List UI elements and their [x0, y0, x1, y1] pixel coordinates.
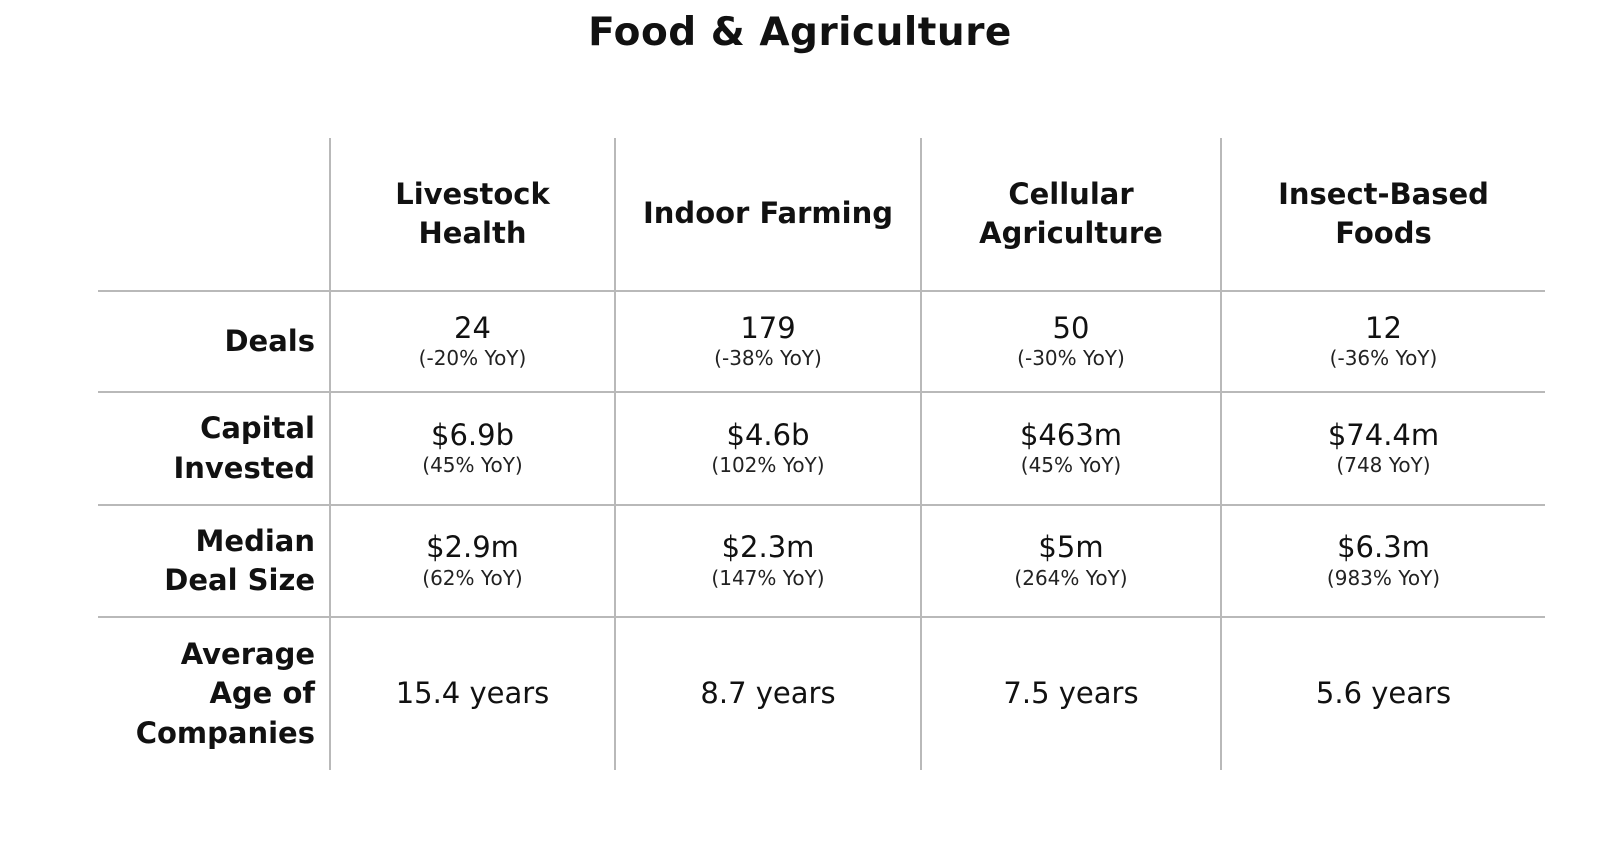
- cell-yoy: (748 YoY): [1336, 453, 1431, 478]
- cell-value: 24: [454, 310, 491, 345]
- cell-yoy: (45% YoY): [1020, 453, 1122, 478]
- cell-yoy: (-36% YoY): [1329, 346, 1438, 371]
- cell-value: 12: [1365, 310, 1402, 345]
- cell-value: $2.3m: [721, 530, 815, 565]
- cell-value: $4.6b: [726, 417, 810, 452]
- cell-value: $6.3m: [1337, 530, 1430, 565]
- row-header-deals: Deals: [98, 290, 329, 391]
- table-cell: $6.3m (983% YoY): [1220, 504, 1545, 616]
- table-cell: 15.4 years: [329, 616, 614, 770]
- cell-value: 7.5 years: [1003, 676, 1139, 711]
- table-cell: 5.6 years: [1220, 616, 1545, 770]
- cell-value: 8.7 years: [700, 676, 836, 711]
- column-header: Livestock Health: [329, 138, 614, 290]
- cell-yoy: (264% YoY): [1014, 565, 1128, 590]
- data-table: Livestock Health Indoor Farming Cellular…: [98, 138, 1545, 770]
- table-cell: $463m (45% YoY): [920, 391, 1220, 504]
- cell-yoy: (983% YoY): [1326, 565, 1441, 590]
- cell-value: 15.4 years: [395, 676, 550, 711]
- table-cell: 12 (-36% YoY): [1220, 290, 1545, 391]
- page-title: Food & Agriculture: [588, 10, 1012, 55]
- table-cell: 7.5 years: [920, 616, 1220, 770]
- table-cell: 8.7 years: [614, 616, 920, 770]
- cell-yoy: (-20% YoY): [418, 346, 527, 371]
- corner-cell: [98, 138, 329, 290]
- table-cell: $2.9m (62% YoY): [329, 504, 614, 616]
- table-cell: 179 (-38% YoY): [614, 290, 920, 391]
- table-cell: $74.4m (748 YoY): [1220, 391, 1545, 504]
- column-header: Insect-Based Foods: [1220, 138, 1545, 290]
- table-cell: $5m (264% YoY): [920, 504, 1220, 616]
- row-header-capital-invested: Capital Invested: [98, 391, 329, 504]
- row-header-median-deal-size: Median Deal Size: [98, 504, 329, 616]
- table-cell: 24 (-20% YoY): [329, 290, 614, 391]
- table-cell: $4.6b (102% YoY): [614, 391, 920, 504]
- column-header: Indoor Farming: [614, 138, 920, 290]
- cell-yoy: (102% YoY): [711, 453, 825, 478]
- column-header: Cellular Agriculture: [920, 138, 1220, 290]
- cell-yoy: (62% YoY): [422, 565, 523, 590]
- cell-value: 5.6 years: [1315, 676, 1452, 711]
- cell-yoy: (-30% YoY): [1017, 346, 1125, 371]
- cell-value: $2.9m: [426, 530, 519, 565]
- row-header-average-age: Average Age of Companies: [98, 616, 329, 770]
- cell-value: $74.4m: [1327, 417, 1440, 452]
- cell-yoy: (45% YoY): [422, 453, 523, 478]
- cell-yoy: (-38% YoY): [714, 346, 822, 371]
- cell-value: $463m: [1019, 417, 1123, 452]
- cell-value: $5m: [1038, 530, 1104, 565]
- table-cell: $2.3m (147% YoY): [614, 504, 920, 616]
- cell-value: 179: [740, 310, 796, 345]
- table-cell: $6.9b (45% YoY): [329, 391, 614, 504]
- cell-value: 50: [1052, 310, 1090, 345]
- cell-value: $6.9b: [431, 417, 514, 452]
- table-cell: 50 (-30% YoY): [920, 290, 1220, 391]
- cell-yoy: (147% YoY): [711, 565, 825, 590]
